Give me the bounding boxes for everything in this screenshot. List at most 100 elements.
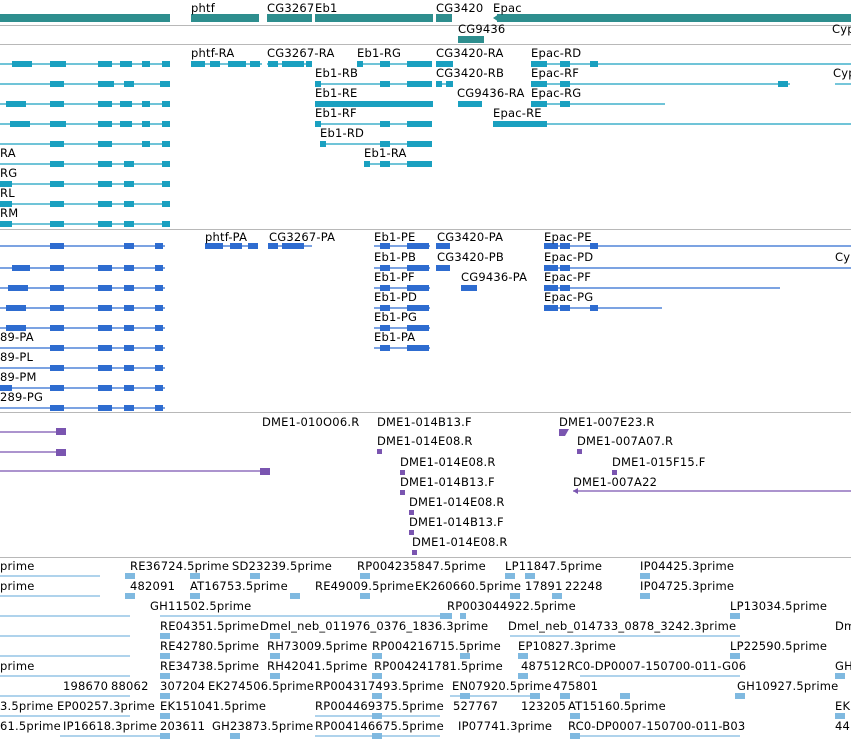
transcript-label[interactable]: RA: [0, 146, 16, 160]
protein-label[interactable]: CG3420-PA: [437, 230, 504, 244]
protein-label[interactable]: Cyp: [835, 250, 851, 264]
gene-label[interactable]: CG9436: [458, 22, 506, 36]
est-label[interactable]: RP004235847.5prime: [357, 559, 486, 573]
protein-label[interactable]: Eb1-PF: [374, 270, 415, 284]
transcript-label[interactable]: Epac-RD: [531, 46, 582, 60]
gene-label[interactable]: CG3267: [267, 1, 315, 15]
est-label[interactable]: RE42780.5prime: [160, 639, 260, 653]
gene-label[interactable]: Cyp: [832, 22, 851, 36]
est-label[interactable]: EP00257.3prime: [57, 699, 156, 713]
est-label[interactable]: RH73009.5prime: [267, 639, 368, 653]
probe-label[interactable]: DME1-014E08.R: [409, 495, 505, 509]
est-label[interactable]: 17891: [525, 579, 563, 593]
transcript-label[interactable]: RG: [0, 166, 18, 180]
est-label[interactable]: Dmel_neb_014733_0878_3242.3prime: [508, 619, 737, 633]
protein-label[interactable]: Eb1-PE: [374, 230, 416, 244]
est-label[interactable]: 198670: [63, 679, 109, 693]
gene-glyph-epac[interactable]: [497, 14, 851, 22]
protein-label[interactable]: phtf-PA: [205, 230, 248, 244]
est-label[interactable]: 123205: [521, 699, 567, 713]
est-label[interactable]: GH11502.5prime: [150, 599, 252, 613]
transcript-label[interactable]: Eb1-RE: [315, 86, 358, 100]
est-label[interactable]: AT15160.5prime: [568, 699, 666, 713]
probe-track-glyphs[interactable]: [0, 428, 851, 555]
protein-label[interactable]: CG3420-PB: [437, 250, 504, 264]
est-label[interactable]: EK260660.5prime: [415, 579, 522, 593]
gene-label[interactable]: phtf: [191, 1, 215, 15]
est-label[interactable]: EP10827.3prime: [518, 639, 617, 653]
probe-label[interactable]: DME1-007A07.R: [577, 434, 674, 448]
est-label[interactable]: EK274506.5prime: [208, 679, 315, 693]
transcript-label[interactable]: CG3267-RA: [267, 46, 335, 60]
est-label[interactable]: RE36724.5prime: [130, 559, 230, 573]
protein-label[interactable]: CG3267-PA: [269, 230, 336, 244]
probe-label[interactable]: DME1-015F15.F: [612, 455, 706, 469]
transcript-label[interactable]: Epac-RE: [493, 106, 542, 120]
transcript-label[interactable]: CG3420-RA: [436, 46, 504, 60]
est-label[interactable]: Dmel_neb_011976_0376_1836.3prime: [260, 619, 489, 633]
est-label[interactable]: RP004146675.5prime: [315, 719, 444, 733]
transcript-label[interactable]: CG9436-RA: [457, 86, 525, 100]
protein-label[interactable]: Eb1-PA: [374, 330, 416, 344]
est-label[interactable]: 475801: [553, 679, 599, 693]
gene-label[interactable]: Epac: [493, 1, 522, 15]
est-label[interactable]: AT16753.5prime: [190, 579, 288, 593]
est-label[interactable]: SD23239.5prime: [232, 559, 333, 573]
gene-glyph-cg9436[interactable]: [458, 36, 484, 43]
est-label[interactable]: RC0-DP0007-150700-011-G06: [567, 659, 747, 673]
probe-label[interactable]: DME1-014B13.F: [400, 475, 495, 489]
gene-label[interactable]: Eb1: [315, 1, 338, 15]
protein-track-glyphs[interactable]: [0, 243, 851, 411]
est-label[interactable]: RP004469375.5prime: [315, 699, 444, 713]
probe-label[interactable]: DME1-014E08.R: [400, 455, 496, 469]
est-label[interactable]: IP04425.3prime: [640, 559, 735, 573]
transcript-label[interactable]: Epac-RG: [531, 86, 582, 100]
probe-label[interactable]: DME1-010O06.R: [262, 415, 360, 429]
est-label[interactable]: 3.5prime: [0, 699, 54, 713]
protein-label[interactable]: Epac-PG: [544, 290, 594, 304]
est-label[interactable]: LP11847.5prime: [505, 559, 603, 573]
est-label[interactable]: Dm: [835, 619, 851, 633]
transcript-label[interactable]: CG3420-RB: [436, 66, 505, 80]
protein-label[interactable]: Eb1-PG: [374, 310, 418, 324]
probe-label[interactable]: DME1-014B13.F: [377, 415, 472, 429]
protein-label[interactable]: Epac-PE: [544, 230, 592, 244]
est-label[interactable]: GH: [835, 659, 851, 673]
est-label[interactable]: RP003044922.5prime: [447, 599, 576, 613]
est-label[interactable]: GH23873.5prime: [212, 719, 314, 733]
protein-label[interactable]: Epac-PF: [544, 270, 592, 284]
probe-label[interactable]: DME1-007A22: [573, 475, 658, 489]
est-label[interactable]: RP004317493.5prime: [315, 679, 444, 693]
est-label[interactable]: EN07920.5prime: [452, 679, 552, 693]
est-label[interactable]: LP22590.5prime: [730, 639, 828, 653]
transcript-track-glyphs[interactable]: [0, 61, 851, 227]
gene-track-glyphs[interactable]: [0, 14, 851, 43]
transcript-label[interactable]: Eb1-RG: [357, 46, 402, 60]
probe-label[interactable]: DME1-014E08.R: [377, 434, 473, 448]
est-label[interactable]: RP004241781.5prime: [374, 659, 503, 673]
est-track-glyphs[interactable]: [0, 573, 845, 739]
est-label[interactable]: RE34738.5prime: [160, 659, 260, 673]
est-label[interactable]: IP07741.3prime: [458, 719, 553, 733]
est-label[interactable]: prime: [0, 659, 35, 673]
probe-label[interactable]: DME1-014B13.F: [409, 515, 504, 529]
est-label[interactable]: LP13034.5prime: [730, 599, 828, 613]
est-label[interactable]: 88062: [111, 679, 149, 693]
est-label[interactable]: GH10927.5prime: [737, 679, 839, 693]
est-label[interactable]: EK: [835, 699, 851, 713]
transcript-label[interactable]: Eb1-RB: [315, 66, 359, 80]
gene-label[interactable]: CG3420: [436, 1, 484, 15]
gene-glyph-cg3420[interactable]: [436, 14, 452, 22]
protein-label[interactable]: 89-PL: [0, 350, 34, 364]
transcript-label[interactable]: Eb1-RF: [315, 106, 357, 120]
probe-label[interactable]: DME1-014E08.R: [412, 535, 508, 549]
est-label[interactable]: 44: [835, 719, 851, 733]
gene-glyph-phtf[interactable]: [191, 14, 259, 22]
est-label[interactable]: 307204: [160, 679, 206, 693]
est-label[interactable]: RE04351.5prime: [160, 619, 260, 633]
transcript-label[interactable]: Epac-RF: [531, 66, 580, 80]
protein-label[interactable]: 289-PG: [0, 390, 44, 404]
est-label[interactable]: RP004216715.5prime: [372, 639, 501, 653]
protein-label[interactable]: CG9436-PA: [461, 270, 528, 284]
